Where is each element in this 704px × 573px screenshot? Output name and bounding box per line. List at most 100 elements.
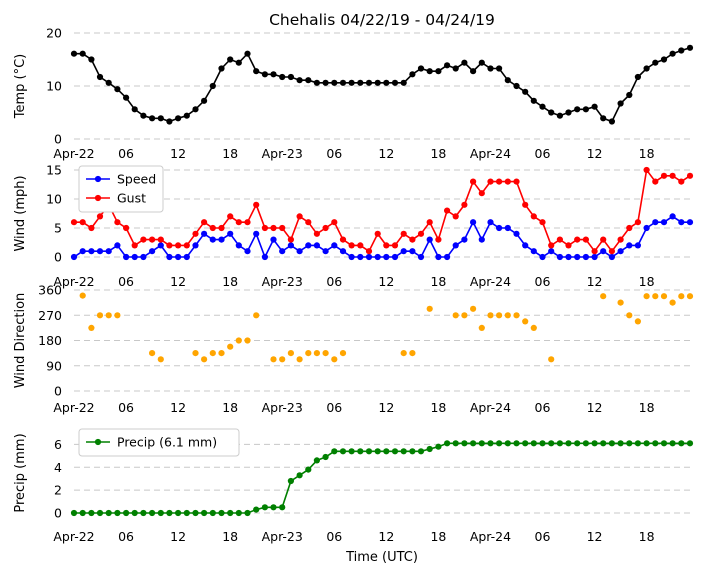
x-tick-label: 18 xyxy=(222,274,238,289)
data-point xyxy=(166,509,173,517)
x-tick-label: 18 xyxy=(430,274,446,289)
data-point xyxy=(600,236,607,243)
data-point xyxy=(652,178,659,185)
data-point xyxy=(409,71,416,78)
data-point xyxy=(504,224,511,232)
data-point xyxy=(253,506,260,513)
data-point xyxy=(556,440,564,447)
data-point xyxy=(357,448,364,455)
x-tick-label: Apr-23 xyxy=(262,146,303,161)
y-tick-label: 2 xyxy=(54,483,62,498)
data-point xyxy=(634,440,642,447)
data-point xyxy=(660,56,668,63)
data-point xyxy=(88,248,95,255)
data-point xyxy=(88,224,95,232)
legend-marker xyxy=(94,194,102,202)
data-point xyxy=(140,112,147,119)
data-point xyxy=(539,103,546,110)
data-point xyxy=(686,440,694,447)
data-point xyxy=(530,324,537,331)
data-point xyxy=(626,312,633,319)
x-tick-label: 18 xyxy=(639,146,655,161)
data-point xyxy=(461,312,468,319)
data-point xyxy=(131,253,138,261)
data-point xyxy=(183,509,190,517)
data-point xyxy=(70,219,78,226)
data-point xyxy=(374,253,381,261)
y-tick-label: 10 xyxy=(46,79,62,94)
chart-panel-3: 0 90 180 270 360 Wind Direction Apr-22 06 12 18 Ap… xyxy=(13,283,694,415)
data-point xyxy=(652,293,659,300)
data-point xyxy=(539,219,546,226)
data-point xyxy=(192,350,199,357)
data-point xyxy=(287,477,294,485)
data-point xyxy=(600,115,607,122)
series-line xyxy=(74,47,691,123)
data-point xyxy=(253,68,260,75)
data-point xyxy=(556,236,564,243)
data-point xyxy=(634,73,642,81)
data-point xyxy=(166,242,173,249)
data-point xyxy=(149,509,156,517)
data-point xyxy=(461,236,468,243)
data-point xyxy=(617,440,624,447)
data-point xyxy=(391,253,399,261)
data-point xyxy=(660,219,668,226)
data-point xyxy=(287,242,294,249)
legend-box xyxy=(78,428,240,457)
data-point xyxy=(296,77,303,84)
x-tick-label: 12 xyxy=(170,400,186,415)
x-tick-label: 18 xyxy=(639,274,655,289)
y-tick-label: 15 xyxy=(46,163,62,178)
data-point xyxy=(175,115,182,122)
data-point xyxy=(114,509,121,517)
data-point xyxy=(209,350,216,357)
y-tick-label: 10 xyxy=(46,192,62,207)
legend: Precip (6.1 mm) xyxy=(78,428,240,457)
data-point xyxy=(296,213,303,220)
data-point xyxy=(365,248,373,255)
data-point xyxy=(270,224,277,232)
data-point xyxy=(244,509,251,517)
y-tick-label: 5 xyxy=(54,221,62,236)
data-point xyxy=(175,242,182,249)
data-point xyxy=(365,253,373,261)
data-point xyxy=(218,236,225,243)
data-point xyxy=(322,248,329,255)
data-point xyxy=(183,112,190,119)
data-point xyxy=(227,509,234,517)
data-point xyxy=(487,178,494,185)
data-point xyxy=(166,253,173,261)
y-tick-label: 20 xyxy=(46,26,62,41)
data-point xyxy=(548,109,555,116)
data-point xyxy=(417,253,425,261)
data-point xyxy=(452,440,459,447)
data-point xyxy=(608,253,616,261)
data-point xyxy=(444,253,451,261)
data-point xyxy=(313,350,320,357)
data-point xyxy=(296,472,303,479)
data-point xyxy=(79,50,86,57)
data-point xyxy=(149,115,156,122)
x-tick-label: 18 xyxy=(430,529,446,544)
data-point xyxy=(339,248,347,255)
data-point xyxy=(322,453,329,461)
data-point xyxy=(339,448,347,455)
data-point xyxy=(626,91,633,99)
data-point xyxy=(487,312,494,319)
data-point xyxy=(513,82,520,90)
data-point xyxy=(435,443,442,450)
data-point xyxy=(686,172,694,179)
data-point xyxy=(339,79,347,86)
data-point xyxy=(79,509,86,517)
data-point xyxy=(227,56,234,63)
data-point xyxy=(426,445,433,453)
data-point xyxy=(426,236,433,243)
x-tick-label: Apr-23 xyxy=(262,274,303,289)
data-point xyxy=(123,509,130,517)
x-tick-label: Apr-24 xyxy=(470,529,511,544)
data-point xyxy=(608,440,616,447)
data-point xyxy=(201,97,208,104)
data-point xyxy=(322,350,329,357)
data-point xyxy=(548,440,555,447)
